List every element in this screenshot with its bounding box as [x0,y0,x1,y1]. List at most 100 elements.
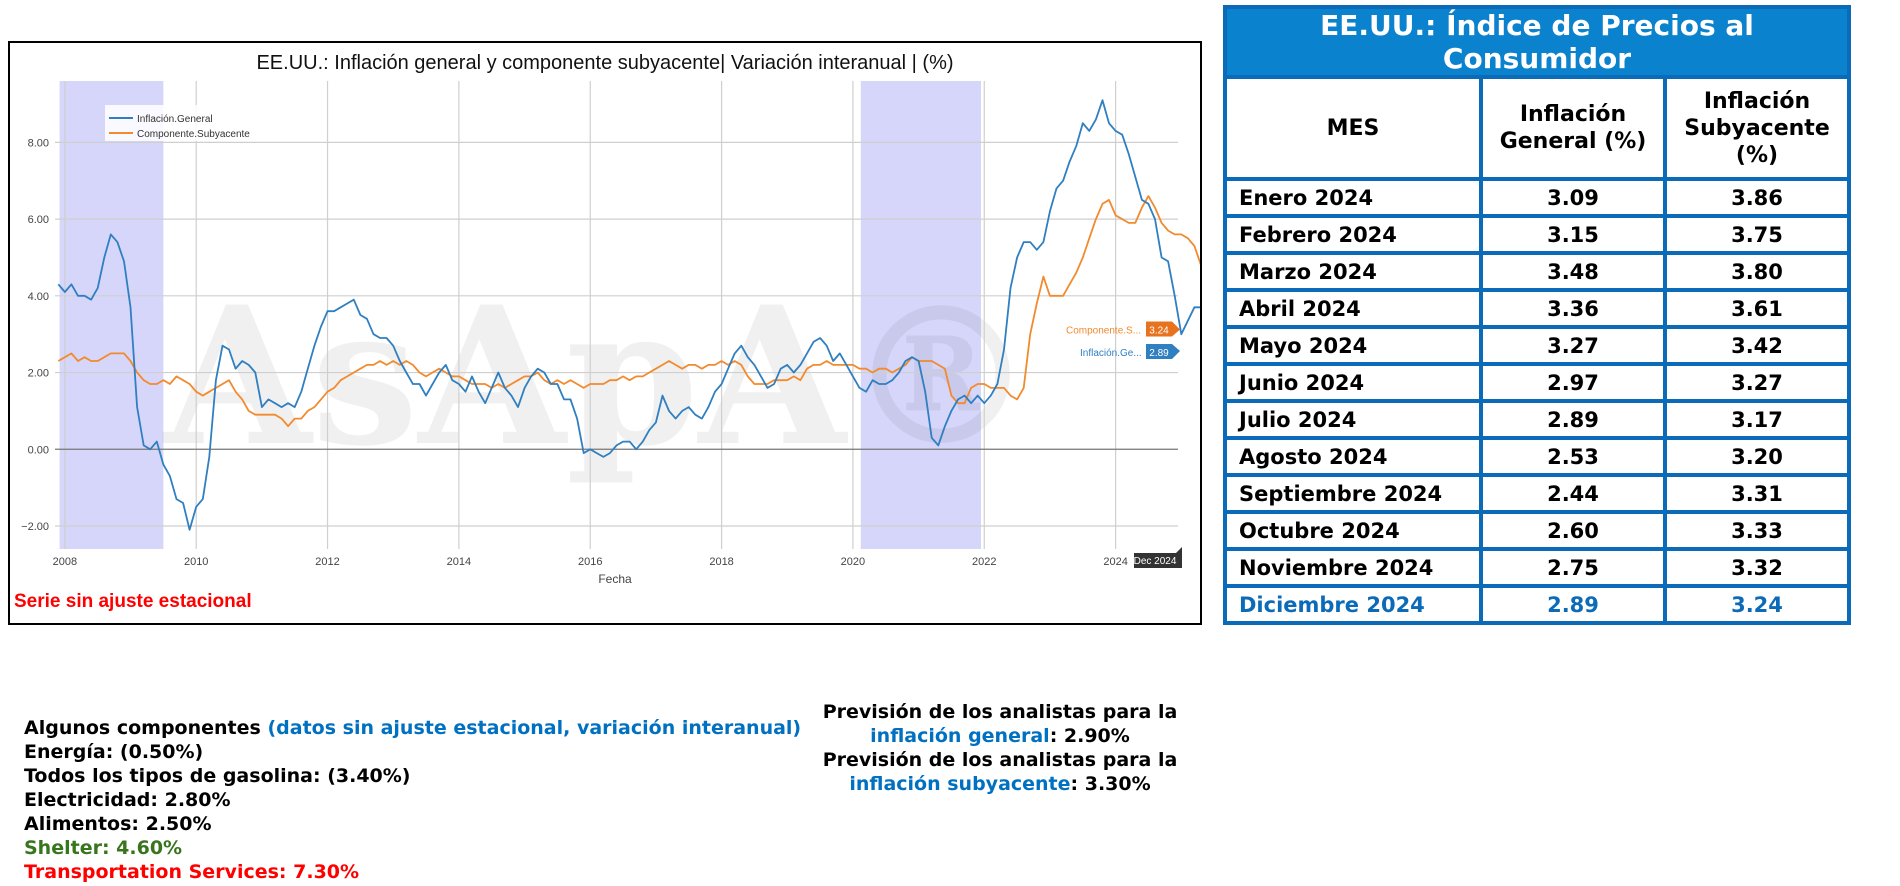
table-row: Noviembre 2024 2.75 3.32 [1223,547,1851,588]
y-tick-label: −2.00 [21,521,49,533]
table-row: Agosto 2024 2.53 3.20 [1223,436,1851,477]
forecast-core-label: inflación subyacente [849,773,1071,795]
x-tick-label: 2018 [709,556,733,568]
row-core: 3.27 [1663,362,1851,403]
row-general: 2.89 [1479,399,1667,440]
forecast-block: Previsión de los analistas para la infla… [780,700,1220,796]
row-month: Diciembre 2024 [1223,584,1483,625]
cpi-table: EE.UU.: Índice de Precios al Consumidor … [1223,5,1851,625]
row-core: 3.32 [1663,547,1851,588]
legend-box [105,105,255,141]
recession-band [59,81,164,549]
components-heading: Algunos componentes (datos sin ajuste es… [24,716,801,740]
component-item: Todos los tipos de gasolina: (3.40%) [24,765,411,787]
component-item-shelter: Shelter: 4.60% [24,837,183,859]
hover-date-badge-tip [1176,547,1182,568]
recession-band [860,81,981,549]
header-month: MES [1223,75,1483,181]
row-core: 3.33 [1663,510,1851,551]
end-badge-core-tip [1172,321,1180,337]
hover-date-label: Dec 2024 [1134,556,1177,567]
y-tick-label: 2.00 [28,368,49,380]
x-tick-label: 2014 [447,556,471,568]
y-tick-label: 6.00 [28,214,49,226]
row-core: 3.80 [1663,251,1851,292]
end-badge-general-value: 2.89 [1149,348,1169,359]
end-label-general-name: Inflación.Ge... [1080,348,1142,359]
legend-label-core: Componente.Subyacente [137,129,250,140]
row-month: Marzo 2024 [1223,251,1483,292]
x-tick-label: 2016 [578,556,602,568]
table-row: Septiembre 2024 2.44 3.31 [1223,473,1851,514]
end-badge-core [1146,321,1172,337]
header-core: Inflación Subyacente (%) [1663,75,1851,181]
row-month: Mayo 2024 [1223,325,1483,366]
row-month: Julio 2024 [1223,399,1483,440]
row-general: 3.15 [1479,214,1667,255]
header-general-label: Inflación General (%) [1499,102,1647,154]
x-tick-label: 2010 [184,556,208,568]
legend-label-general: Inflación.General [137,114,213,125]
row-month: Noviembre 2024 [1223,547,1483,588]
chart-panel: EE.UU.: Inflación general y componente s… [8,41,1202,625]
header-general: Inflación General (%) [1479,75,1667,181]
forecast-prefix: Previsión de los analistas para la [822,749,1178,771]
series-line-core [57,195,1200,428]
seasonal-note: Serie sin ajuste estacional [14,591,252,612]
forecast-general-label: inflación general [870,725,1050,747]
table-row: Marzo 2024 3.48 3.80 [1223,251,1851,292]
forecast-general-value: : 2.90% [1049,725,1130,747]
row-core: 3.75 [1663,214,1851,255]
x-tick-label: 2008 [53,556,77,568]
end-badge-general-tip [1172,344,1180,360]
row-general: 2.44 [1479,473,1667,514]
y-tick-label: 8.00 [28,137,49,149]
row-core: 3.42 [1663,325,1851,366]
row-month: Junio 2024 [1223,362,1483,403]
row-month: Febrero 2024 [1223,214,1483,255]
hover-date-badge [1134,553,1176,568]
table-row: Enero 2024 3.09 3.86 [1223,177,1851,218]
components-heading-text: Algunos componentes [24,717,261,739]
table-row-highlight: Diciembre 2024 2.89 3.24 [1223,584,1851,625]
table-title: EE.UU.: Índice de Precios al Consumidor [1223,5,1851,79]
forecast-general: Previsión de los analistas para la infla… [780,700,1220,748]
row-general: 3.36 [1479,288,1667,329]
row-month: Abril 2024 [1223,288,1483,329]
row-core: 3.61 [1663,288,1851,329]
table-row: Febrero 2024 3.15 3.75 [1223,214,1851,255]
watermark-text: AsApA® [162,265,1036,488]
row-general: 2.97 [1479,362,1667,403]
components-list: Algunos componentes (datos sin ajuste es… [24,716,801,884]
forecast-core: Previsión de los analistas para la infla… [780,748,1220,796]
row-month: Septiembre 2024 [1223,473,1483,514]
x-axis-label: Fecha [598,572,632,586]
component-item: Energía: (0.50%) [24,741,204,763]
table-row: Junio 2024 2.97 3.27 [1223,362,1851,403]
component-item-transport: Transportation Services: 7.30% [24,861,360,883]
row-general: 2.89 [1479,584,1667,625]
table-row: Octubre 2024 2.60 3.33 [1223,510,1851,551]
y-tick-label: 4.00 [28,291,49,303]
end-label-core-name: Componente.S... [1066,326,1141,337]
row-general: 2.60 [1479,510,1667,551]
table-row: Mayo 2024 3.27 3.42 [1223,325,1851,366]
row-general: 3.27 [1479,325,1667,366]
components-heading-note: (datos sin ajuste estacional, variación … [267,717,802,739]
x-tick-label: 2020 [841,556,865,568]
row-core: 3.24 [1663,584,1851,625]
table-row: Abril 2024 3.36 3.61 [1223,288,1851,329]
header-core-label: Inflación Subyacente (%) [1684,88,1830,168]
x-tick-label: 2022 [972,556,996,568]
forecast-core-value: : 3.30% [1070,773,1151,795]
row-general: 3.48 [1479,251,1667,292]
row-core: 3.31 [1663,473,1851,514]
forecast-prefix: Previsión de los analistas para la [822,701,1178,723]
component-item: Electricidad: 2.80% [24,789,231,811]
row-general: 2.75 [1479,547,1667,588]
table-row: Julio 2024 2.89 3.17 [1223,399,1851,440]
row-core: 3.17 [1663,399,1851,440]
chart-title: EE.UU.: Inflación general y componente s… [256,52,953,74]
y-tick-label: 0.00 [28,444,49,456]
row-month: Agosto 2024 [1223,436,1483,477]
